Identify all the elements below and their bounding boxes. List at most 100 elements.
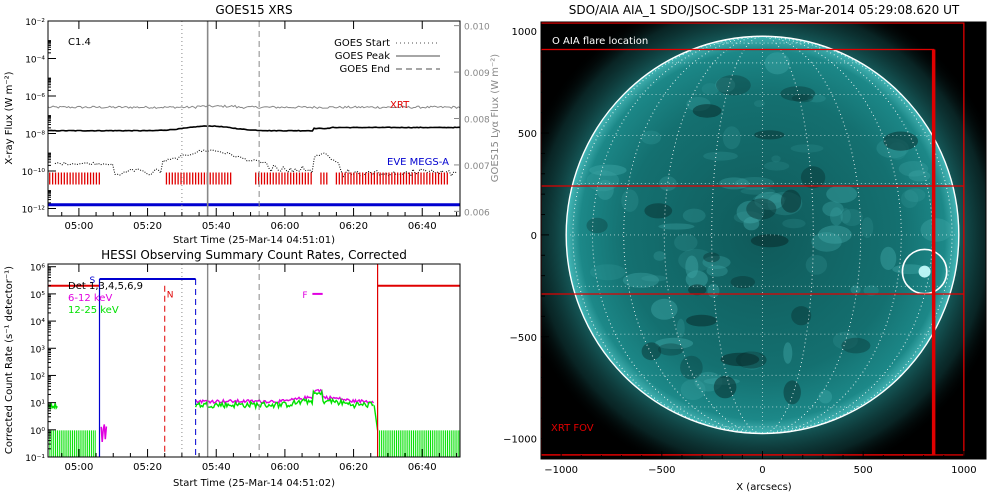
hessi-ytick-label: 10¹	[30, 400, 45, 410]
aia-bright-region	[703, 151, 738, 161]
aia-ytick-label: −500	[510, 333, 537, 344]
aia-dark-region	[746, 198, 777, 220]
aia-bright-region	[901, 190, 919, 208]
aia-bright-region	[651, 298, 678, 320]
hessi-ylabel: Corrected Count Rate (s⁻¹ detector⁻¹)	[4, 266, 15, 454]
hessi-ytick-label: 10²	[30, 372, 45, 382]
goes-y2tick-label: 0.010	[464, 23, 490, 33]
aia-bright-region	[764, 52, 791, 75]
aia-bright-region	[736, 200, 765, 224]
aia-bright-region	[908, 170, 931, 182]
hessi-magenta-series	[195, 388, 375, 405]
goes-xtick-label: 05:20	[133, 221, 162, 232]
aia-bright-region	[826, 185, 858, 204]
aia-bright-region	[840, 208, 851, 224]
aia-dark-region	[730, 276, 755, 289]
aia-bright-region	[589, 164, 627, 176]
aia-dark-region	[586, 217, 608, 234]
aia-bright-region	[653, 251, 666, 261]
aia-bright-region	[655, 337, 694, 349]
goes-y2label: GOES15 Lyα Flux (W m⁻²)	[490, 54, 501, 182]
goes-legend-label: GOES Start	[334, 38, 390, 49]
aia-ytick-label: 0	[531, 231, 537, 242]
goes-ytick-label: 10⁻¹⁰	[22, 168, 46, 178]
aia-grid-longitude	[663, 35, 862, 434]
goes-short-channel-series	[54, 149, 457, 178]
goes-xrs-panel: GOES15 XRS 10⁻¹² 10⁻¹⁰ 10⁻⁸ 10⁻⁶ 10⁻⁴ 10⁻² 0.0…	[4, 3, 501, 246]
goes-lya-series	[48, 104, 460, 110]
aia-dark-region	[883, 131, 918, 151]
aia-title: SDO/AIA AIA_1 SDO/JSOC-SDP 131 25-Mar-20…	[569, 3, 960, 17]
aia-dark-region	[750, 234, 789, 248]
aia-bright-region	[782, 218, 806, 229]
hessi-flare-flag: F	[302, 291, 307, 301]
aia-bright-region	[850, 285, 861, 295]
goes-xtick-label: 06:20	[339, 221, 368, 232]
aia-dark-region	[703, 252, 720, 263]
aia-bright-region	[701, 83, 719, 95]
hessi-xlabel: Start Time (25-Mar-14 04:51:02)	[173, 478, 335, 489]
goes-xlabel: Start Time (25-Mar-14 04:51:01)	[173, 235, 335, 246]
aia-dark-region	[644, 203, 673, 219]
aia-bright-region	[590, 264, 626, 281]
aia-limb	[565, 35, 960, 435]
goes-ylabel: X-ray Flux (W m⁻²)	[4, 71, 15, 164]
aia-bright-region	[822, 201, 844, 217]
goes-ytick-label: 10⁻⁸	[25, 131, 45, 141]
hessi-xtick-label: 05:40	[202, 462, 231, 473]
goes-ytick-label: 10⁻⁶	[25, 93, 45, 103]
hessi-ytick-label: 10⁵	[30, 291, 45, 301]
aia-xlabel: X (arcsecs)	[736, 482, 792, 493]
aia-flare-kernel	[918, 265, 931, 278]
hessi-night-flag: N	[167, 291, 174, 301]
aia-bright-region	[863, 285, 879, 296]
goes-xtick-label: 06:40	[408, 221, 437, 232]
aia-dark-region	[791, 94, 814, 103]
goes-legend-label: GOES Peak	[335, 51, 390, 62]
aia-dark-region	[692, 104, 722, 118]
hessi-xtick-label: 06:40	[408, 462, 437, 473]
hessi-legend-label: 12-25 keV	[68, 305, 119, 316]
aia-dark-region	[783, 380, 801, 405]
aia-dark-region	[791, 306, 812, 326]
aia-bright-region	[832, 331, 858, 350]
goes-ytick-label: 10⁻⁴	[25, 56, 45, 66]
aia-grid-longitude	[623, 35, 902, 434]
aia-dark-region	[841, 337, 871, 354]
aia-bright-region	[682, 208, 706, 223]
hessi-plot-frame	[47, 263, 461, 458]
goes-y2tick-label: 0.006	[464, 208, 490, 218]
aia-bright-region	[674, 233, 698, 252]
aia-bright-region	[763, 161, 790, 171]
goes-xrt-label: XRT	[390, 100, 410, 111]
aia-ytick-label: 1000	[512, 27, 537, 38]
aia-bright-region	[740, 187, 775, 195]
aia-ytick-label: −1000	[503, 435, 537, 446]
aia-dark-region	[754, 130, 785, 140]
aia-bright-region	[790, 144, 824, 153]
goes-legend: GOES Start GOES Peak GOES End	[334, 38, 440, 75]
aia-bright-region	[680, 379, 706, 400]
aia-dark-region	[658, 343, 684, 356]
aia-bright-region	[811, 232, 842, 252]
hessi-ytick-label: 10⁰	[30, 427, 45, 437]
goes-long-channel-series	[48, 125, 460, 132]
aia-bright-region	[596, 179, 614, 200]
hessi-ytick-label: 10⁻¹	[25, 454, 45, 464]
aia-dark-region	[688, 284, 707, 296]
aia-bright-region	[841, 209, 863, 226]
goes-eve-label: EVE MEGS-A	[387, 157, 449, 168]
hessi-ytick-label: 10³	[30, 345, 45, 355]
aia-dark-region	[780, 189, 802, 213]
aia-bright-region	[706, 265, 728, 277]
aia-bright-region	[676, 318, 685, 338]
aia-bright-region	[880, 246, 897, 270]
hessi-xtick-label: 05:00	[64, 462, 93, 473]
aia-plot-frame	[540, 21, 987, 460]
hessi-xtick-label: 05:20	[133, 462, 162, 473]
aia-bright-region	[678, 248, 714, 272]
aia-dark-region	[686, 314, 717, 327]
goes-y2tick-label: 0.009	[464, 69, 490, 79]
